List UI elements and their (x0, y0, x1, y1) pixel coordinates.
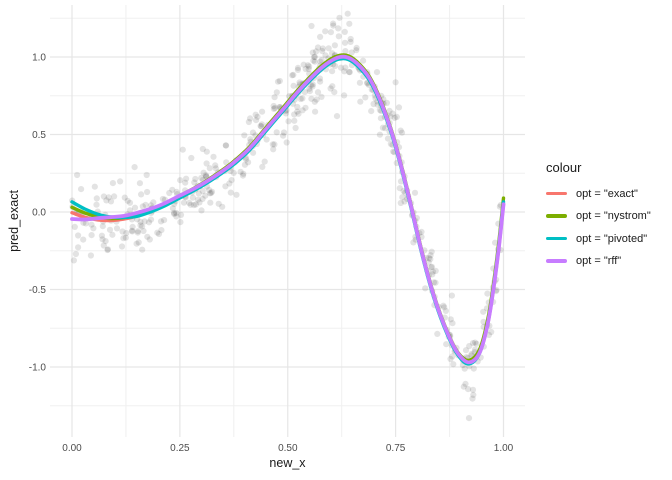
legend-item-exact: opt = "exact" (546, 186, 651, 201)
legend-label-exact: opt = "exact" (576, 187, 638, 200)
x-axis-tick-labels: 0.00 0.25 0.50 0.75 1.00 (62, 443, 513, 454)
legend-title: colour (546, 160, 582, 175)
legend-key-line-pivoted (546, 236, 567, 241)
x-axis-title: new_x (269, 456, 306, 470)
x-tick-label: 0.00 (62, 443, 82, 454)
legend-key-line-rff (546, 259, 567, 263)
legend-label-nystrom: opt = "nystrom" (576, 210, 651, 222)
legend-item-nystrom: opt = "nystrom" (546, 209, 651, 224)
x-tick-label: 0.50 (278, 443, 298, 454)
curve-rff (70, 54, 506, 365)
legend-label-rff: opt = "rff" (576, 255, 622, 267)
legend-key-line-exact (546, 191, 567, 196)
x-tick-label: 1.00 (494, 443, 514, 454)
y-axis-tick-labels: 1.0 0.5 0.0 -0.5 -1.0 (29, 53, 47, 374)
y-axis-title: pred_exact (7, 190, 21, 252)
y-tick-label: 0.0 (32, 208, 46, 219)
x-tick-label: 0.75 (386, 443, 406, 454)
legend-item-pivoted: opt = "pivoted" (546, 231, 651, 246)
y-tick-label: -0.5 (29, 285, 47, 296)
x-tick-label: 0.25 (170, 443, 190, 454)
grid-major (50, 5, 525, 437)
y-tick-label: 1.0 (32, 53, 46, 64)
y-tick-label: 0.5 (32, 130, 46, 141)
legend-label-pivoted: opt = "pivoted" (576, 232, 648, 245)
smooth-curves (70, 53, 506, 366)
legend: colour opt = "exact" opt = "nystrom" opt… (546, 160, 651, 276)
legend-item-rff: opt = "rff" (546, 254, 651, 269)
y-tick-label: -1.0 (29, 363, 47, 374)
legend-key-line-nystrom (546, 214, 567, 218)
